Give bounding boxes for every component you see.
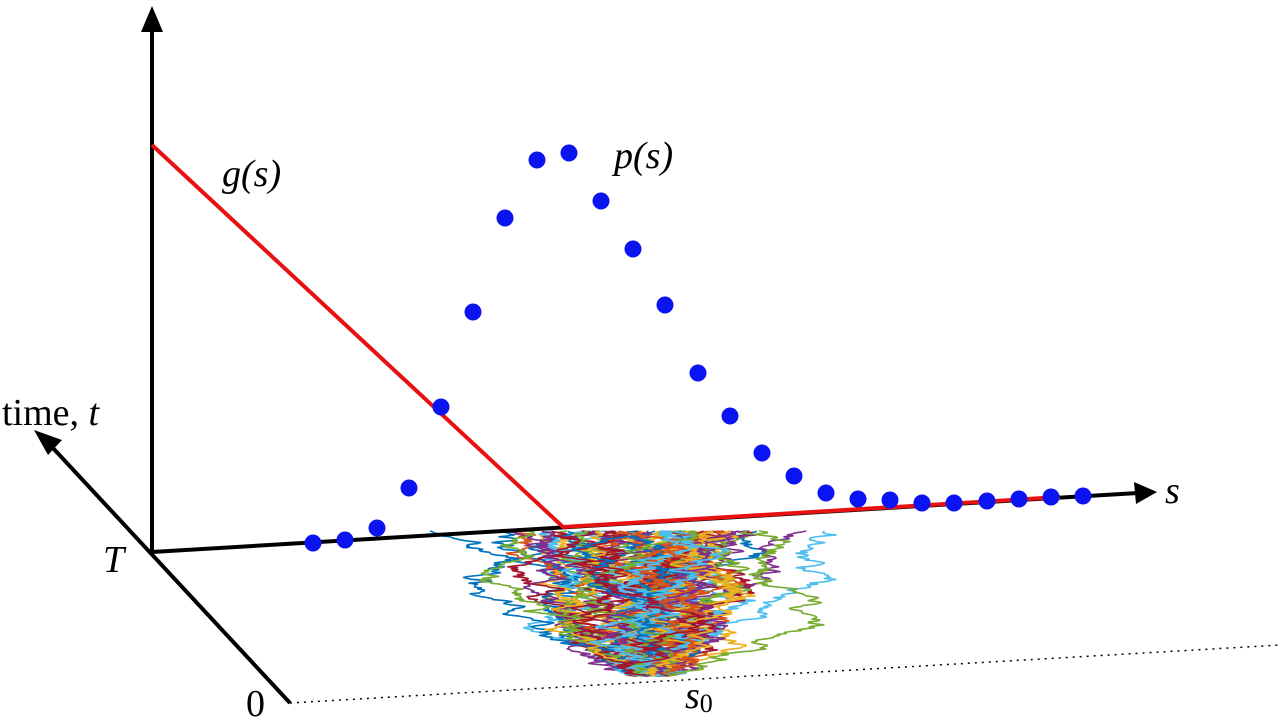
dot (1010, 490, 1028, 508)
s0-base: s (685, 675, 700, 717)
density-dots (304, 144, 1092, 552)
random-walks (429, 530, 837, 677)
dot (624, 240, 642, 258)
walk-path (644, 530, 746, 677)
dot (592, 192, 610, 210)
time-axis (50, 445, 292, 705)
label-p: p(s) (611, 135, 673, 177)
walk-path (598, 530, 709, 677)
walk-path (544, 530, 656, 677)
dot (785, 467, 803, 485)
dot (304, 534, 322, 552)
walk-path (551, 530, 700, 677)
dot (817, 484, 835, 502)
dot (849, 490, 867, 508)
dot (432, 398, 450, 416)
label-g: g(s) (222, 153, 281, 195)
s0-sub: 0 (700, 689, 713, 718)
label-s0: s0 (685, 675, 713, 718)
dot (689, 364, 707, 382)
baseline-dotted (289, 644, 1280, 704)
vertical-arrow (141, 6, 163, 32)
dot (528, 151, 546, 169)
label-T: T (103, 539, 127, 581)
label-zero: 0 (246, 683, 265, 720)
dot (753, 444, 771, 462)
dot (336, 531, 354, 549)
walk-path (664, 530, 825, 677)
walk-path (479, 530, 649, 677)
dot (945, 494, 963, 512)
dot (913, 494, 931, 512)
time-arrow (34, 430, 62, 455)
s-arrow (1134, 482, 1157, 504)
dot (400, 479, 418, 497)
dot (656, 296, 674, 314)
dot (496, 209, 514, 227)
dot (978, 492, 996, 510)
dot (560, 144, 578, 162)
dot (368, 519, 386, 537)
label-s: s (1165, 470, 1180, 512)
label-time: time, t (2, 392, 101, 434)
dot (1074, 487, 1092, 505)
time-word: time, (2, 392, 79, 434)
dot (721, 407, 739, 425)
dot (1042, 488, 1060, 506)
walk-path (615, 530, 713, 677)
walk-path (575, 530, 699, 677)
time-var: t (89, 392, 101, 434)
dot (464, 303, 482, 321)
walk-path (572, 530, 660, 677)
dot (881, 491, 899, 509)
